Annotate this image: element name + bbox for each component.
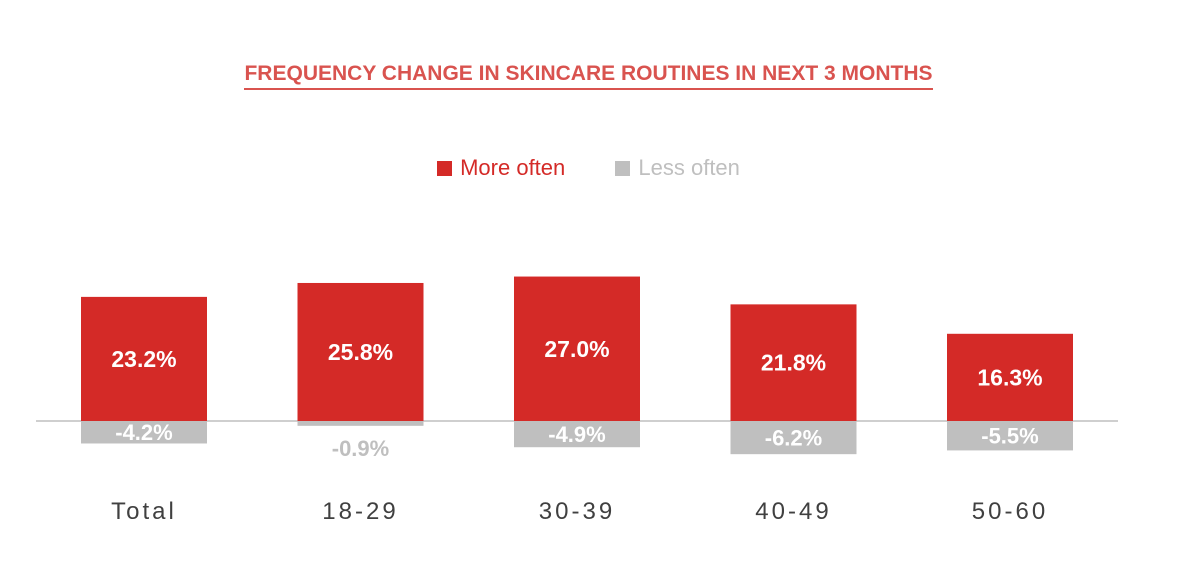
data-label-less-often: -0.9%	[332, 436, 389, 461]
data-label-less-often: -4.9%	[548, 422, 605, 447]
data-label-more-often: 23.2%	[111, 346, 176, 372]
legend-item-more-often: More often	[437, 155, 565, 181]
chart-title-text: FREQUENCY CHANGE IN SKINCARE ROUTINES IN…	[244, 62, 933, 90]
bar-more-often	[297, 282, 424, 421]
bar-less-often	[947, 421, 1073, 451]
x-tick-label: 50-60	[972, 498, 1048, 525]
data-label-more-often: 27.0%	[544, 336, 609, 362]
data-label-more-often: 16.3%	[977, 364, 1042, 390]
chart-title: FREQUENCY CHANGE IN SKINCARE ROUTINES IN…	[0, 62, 1177, 90]
x-tick-label: 30-39	[539, 498, 615, 525]
data-label-less-often: -4.2%	[115, 420, 172, 445]
bar-more-often	[514, 276, 640, 421]
legend-swatch-less-often	[615, 160, 631, 176]
bar-less-often	[81, 421, 207, 444]
x-tick-label: 40-49	[755, 498, 831, 525]
legend-label-more-often: More often	[460, 155, 566, 180]
x-tick-label: 18-29	[322, 498, 398, 525]
x-tick-label: Total	[111, 498, 177, 525]
bar-less-often	[297, 421, 424, 426]
legend-label-less-often: Less often	[638, 155, 740, 180]
bar-less-often	[514, 421, 640, 448]
legend-swatch-more-often	[437, 160, 453, 176]
bar-more-often	[947, 333, 1073, 421]
data-label-more-often: 25.8%	[328, 339, 393, 365]
data-label-more-often: 21.8%	[761, 350, 826, 376]
data-label-less-often: -6.2%	[765, 426, 822, 451]
bar-more-often	[730, 304, 857, 421]
legend-item-less-often: Less often	[615, 155, 740, 181]
data-label-less-often: -5.5%	[981, 424, 1038, 449]
chart-legend: More often Less often	[0, 155, 1177, 182]
bar-more-often	[81, 296, 207, 421]
bar-less-often	[730, 421, 857, 455]
